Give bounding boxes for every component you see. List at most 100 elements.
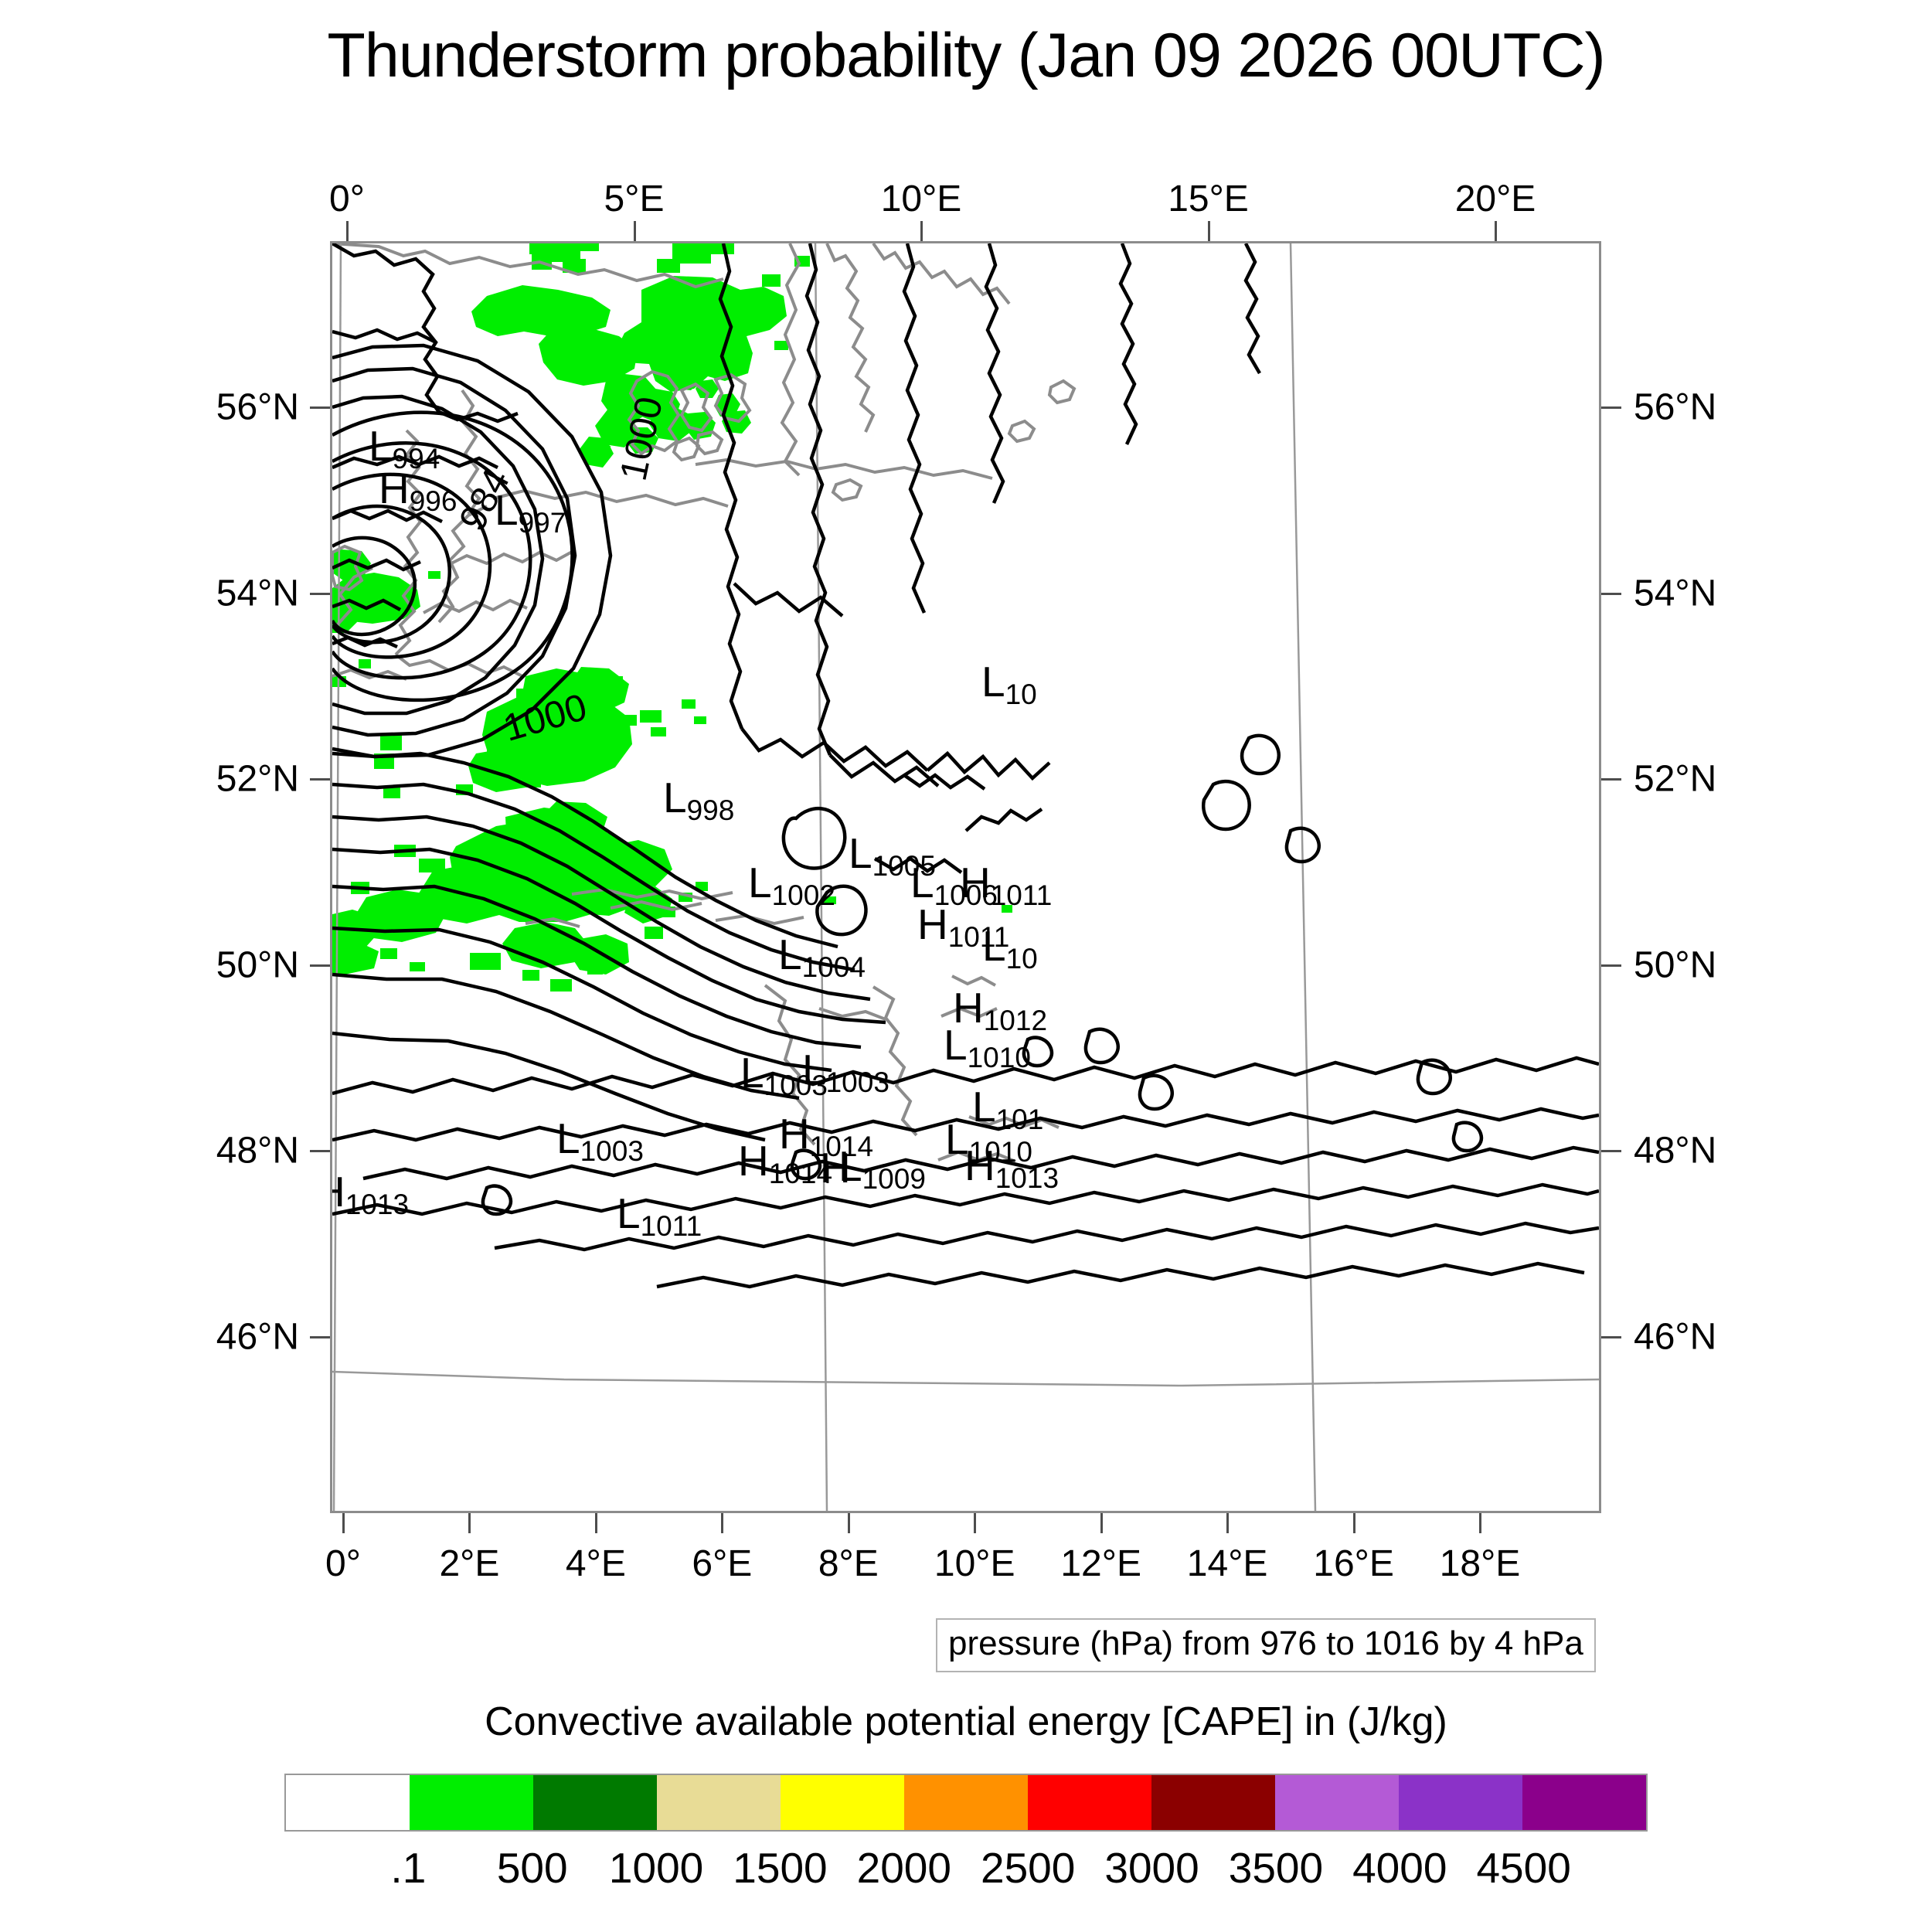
pressure-center-type: L	[849, 829, 872, 877]
bottom-axis-label-5: 10°E	[934, 1543, 1015, 1584]
bottom-axis-tick	[594, 1513, 597, 1533]
left-axis-label-5: 46°N	[216, 1316, 299, 1358]
pressure-center-label: L1011	[617, 1189, 702, 1241]
colorbar-band-7[interactable]	[1151, 1775, 1275, 1830]
left-axis-tick	[310, 778, 330, 781]
pressure-center-label: L1009	[838, 1142, 926, 1194]
pressure-center-label: H	[820, 1147, 851, 1189]
top-axis-tick	[1495, 221, 1497, 241]
pressure-center-label: L997	[495, 489, 566, 538]
colorbar-band-2[interactable]	[533, 1775, 657, 1830]
top-axis-label-0: 0°	[329, 179, 365, 219]
bottom-axis-label-8: 16°E	[1313, 1543, 1394, 1584]
right-axis-label-1: 54°N	[1634, 573, 1717, 614]
left-axis-tick	[310, 1336, 330, 1338]
colorbar-band-4[interactable]	[781, 1775, 904, 1830]
pressure-center-label: L1004	[778, 934, 866, 982]
colorbar-band-6[interactable]	[1028, 1775, 1151, 1830]
pressure-center-label: L1005	[849, 829, 936, 881]
pressure-center-type: L	[838, 1142, 862, 1190]
pressure-center-value: 1003	[764, 1070, 828, 1101]
right-axis-label-3: 50°N	[1634, 944, 1717, 986]
pressure-legend-note: pressure (hPa) from 976 to 1016 by 4 hPa	[936, 1618, 1596, 1672]
pressure-center-label: L101	[972, 1083, 1043, 1134]
bottom-axis-label-4: 8°E	[818, 1543, 879, 1584]
map-canvas	[332, 243, 1599, 1511]
left-axis-tick	[310, 964, 330, 967]
pressure-center-value: 1006	[934, 879, 998, 911]
pressure-center-value: 994	[392, 443, 440, 474]
pressure-center-value: 997	[518, 507, 566, 539]
colorbar-tick-3: 1500	[733, 1844, 828, 1892]
pressure-center-label: H996	[379, 468, 457, 516]
colorbar-band-8[interactable]	[1275, 1775, 1399, 1830]
pressure-center-value: 1009	[862, 1163, 926, 1195]
colorbar-band-3[interactable]	[657, 1775, 781, 1830]
pressure-center-type: L	[972, 1083, 996, 1131]
pressure-center-label: L994	[369, 422, 440, 474]
map-plot-area[interactable]: L994 H996 L997 L998 L1002 L1005 L1006 H1011 H101…	[330, 241, 1601, 1513]
page-title: Thunderstorm probability (Jan 09 2026 00…	[327, 21, 1605, 90]
left-axis-tick	[310, 1150, 330, 1153]
pressure-center-type: H	[820, 1144, 851, 1192]
bottom-axis-tick	[1479, 1513, 1481, 1533]
bottom-axis-label-1: 2°E	[439, 1543, 500, 1584]
colorbar-band-0[interactable]	[286, 1775, 410, 1830]
right-axis-tick	[1601, 406, 1621, 409]
pressure-center-label: L1003	[556, 1117, 644, 1166]
pressure-center-label: L10	[982, 925, 1038, 974]
pressure-center-value: 1013	[995, 1162, 1060, 1194]
pressure-center-type: L	[748, 859, 772, 906]
bottom-axis-label-3: 6°E	[692, 1543, 753, 1584]
pressure-center-value: 1011	[947, 921, 1010, 953]
pressure-center-label: L1010	[944, 1021, 1031, 1073]
pressure-center-type: L	[617, 1189, 641, 1237]
colorbar-band-1[interactable]	[410, 1775, 533, 1830]
cape-colorbar[interactable]	[284, 1774, 1648, 1832]
pressure-center-type: H	[960, 859, 991, 906]
bottom-axis-tick	[721, 1513, 724, 1533]
bottom-axis-tick	[1352, 1513, 1355, 1533]
right-axis-label-2: 52°N	[1634, 758, 1717, 800]
pressure-center-type: L	[910, 859, 934, 906]
pressure-center-type: L	[945, 1115, 969, 1163]
bottom-axis-label-0: 0°	[325, 1543, 361, 1584]
colorbar-band-9[interactable]	[1399, 1775, 1522, 1830]
pressure-center-type: H	[738, 1137, 769, 1185]
top-axis-label-3: 15°E	[1168, 179, 1249, 219]
colorbar-tick-7: 3500	[1228, 1844, 1324, 1892]
top-axis-tick	[633, 221, 636, 241]
top-axis-tick	[920, 221, 923, 241]
pressure-center-value: 996	[409, 485, 457, 517]
pressure-center-type: H	[332, 1168, 345, 1216]
bottom-axis-label-9: 18°E	[1439, 1543, 1521, 1584]
colorbar-band-10[interactable]	[1522, 1775, 1646, 1830]
left-axis-label-2: 52°N	[216, 758, 299, 800]
pressure-center-label: L1006	[910, 859, 998, 910]
pressure-center-label: L1003	[740, 1052, 828, 1100]
pressure-center-label: H1014	[738, 1137, 832, 1189]
left-axis-tick	[310, 592, 330, 595]
pressure-center-type: L	[944, 1021, 968, 1069]
colorbar-title: Convective available potential energy [C…	[485, 1699, 1447, 1744]
bottom-axis-tick	[847, 1513, 850, 1533]
right-axis-tick	[1601, 778, 1621, 781]
colorbar-tick-8: 4000	[1352, 1844, 1447, 1892]
colorbar-band-5[interactable]	[904, 1775, 1028, 1830]
top-axis-label-2: 10°E	[880, 179, 962, 219]
pressure-center-value: 1003	[580, 1135, 644, 1167]
pressure-center-label: H1012	[953, 987, 1047, 1036]
pressure-center-value: 1014	[768, 1158, 833, 1189]
pressure-center-label: H1011	[960, 859, 1052, 910]
colorbar-tick-9: 4500	[1476, 1844, 1571, 1892]
pressure-center-type: L	[369, 422, 393, 470]
pressure-center-value: 1004	[801, 951, 866, 983]
pressure-center-label: H1011	[917, 903, 1009, 952]
right-axis-tick	[1601, 1336, 1621, 1338]
pressure-center-type: L	[981, 658, 1005, 706]
left-axis-label-4: 48°N	[216, 1130, 299, 1172]
pressure-center-type: L	[663, 774, 687, 821]
pressure-center-value: 1002	[771, 879, 835, 911]
pressure-center-label: L1002	[748, 859, 835, 910]
